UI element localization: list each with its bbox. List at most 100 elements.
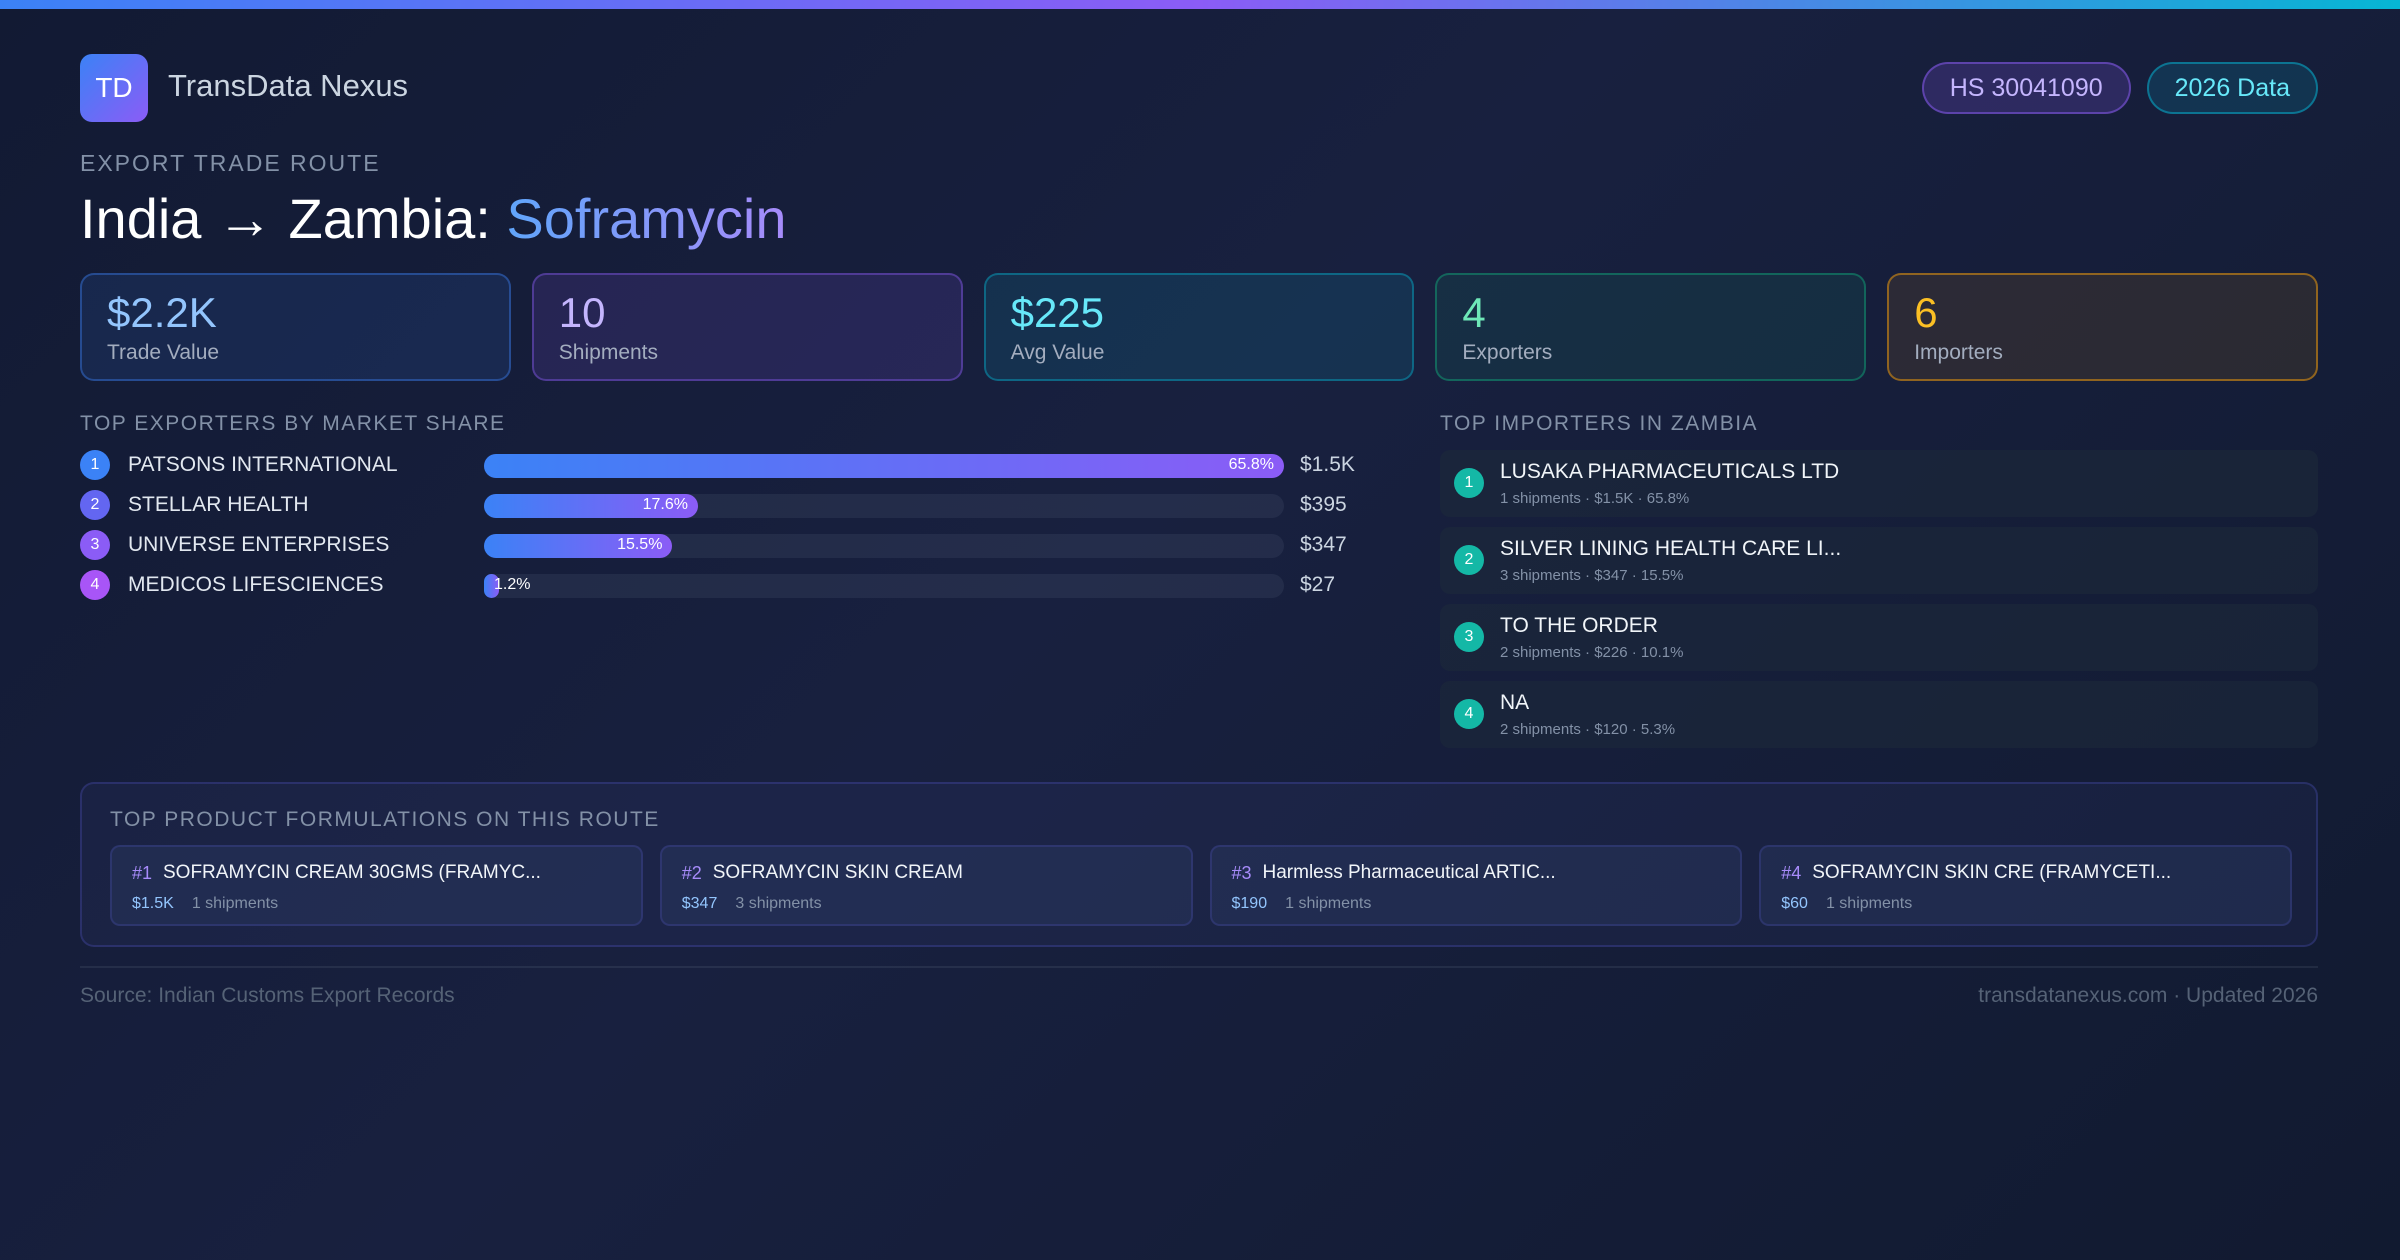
importer-details: 2 shipments · $226 · 10.1% <box>1500 644 1684 661</box>
exporter-row: 2 STELLAR HEALTH 17.6% $395 <box>80 485 1355 525</box>
formulation-shipments: 1 shipments <box>1825 895 1913 912</box>
stat-label: Shipments <box>558 341 659 364</box>
exporter-value: $27 <box>1300 573 1336 596</box>
badge: 2026 Data <box>2146 62 2318 114</box>
exporter-row: 3 UNIVERSE ENTERPRISES 15.5% $347 <box>80 525 1355 565</box>
stat-label: Trade Value <box>107 341 220 364</box>
stat-card: 6 Importers <box>1887 273 2318 381</box>
share-label: 65.8% <box>1228 456 1274 473</box>
badge: HS 30041090 <box>1921 62 2131 114</box>
share-bar <box>484 494 698 518</box>
rank-badge: 4 <box>1454 699 1484 729</box>
share-bar <box>484 574 499 598</box>
importer-name: TO THE ORDER <box>1500 614 1658 637</box>
importer-card: 2 SILVER LINING HEALTH CARE LI... 3 shipme… <box>1440 527 2318 594</box>
importer-details: 3 shipments · $347 · 15.5% <box>1500 567 1684 584</box>
formulation-shipments: 1 shipments <box>191 895 279 912</box>
stat-value: $225 <box>1010 289 1105 336</box>
stat-card: 10 Shipments <box>531 273 963 381</box>
accent-bar <box>0 0 2400 9</box>
rank-badge: 1 <box>1454 468 1484 498</box>
exporter-name: STELLAR HEALTH <box>128 493 309 516</box>
exporter-name: UNIVERSE ENTERPRISES <box>128 533 390 556</box>
formulation-rank: #4 <box>1781 863 1802 883</box>
stat-value: 10 <box>558 289 606 336</box>
share-bar <box>484 454 1284 478</box>
bar-track: 15.5% <box>484 534 1284 558</box>
rank-badge: 4 <box>80 570 110 600</box>
route-title: India → Zambia: Soframycin <box>80 186 787 251</box>
formulation-rank: #1 <box>132 863 153 883</box>
header: TD TransData Nexus HS 30041090 2026 Data <box>80 54 2318 122</box>
stat-value: 6 <box>1914 289 1938 336</box>
rank-badge: 2 <box>1454 545 1484 575</box>
badges: HS 30041090 2026 Data <box>1921 62 2318 114</box>
logo: TD <box>80 54 148 122</box>
formulation-value: $347 <box>681 895 718 912</box>
importer-name: NA <box>1500 691 1530 714</box>
stat-value: $2.2K <box>107 289 217 336</box>
exporter-value: $395 <box>1300 493 1347 516</box>
bar-track: 17.6% <box>484 494 1284 518</box>
exporter-name: MEDICOS LIFESCIENCES <box>128 573 384 596</box>
product: Soframycin <box>506 187 787 250</box>
stat-label: Importers <box>1914 341 2003 364</box>
section-heading: TOP PRODUCT FORMULATIONS ON THIS ROUTE <box>110 808 660 831</box>
stat-card: 4 Exporters <box>1435 273 1867 381</box>
exporter-value: $347 <box>1300 533 1347 556</box>
importer-card: 3 TO THE ORDER 2 shipments · $226 · 10.1% <box>1440 604 2318 671</box>
formulation-card: #4 SOFRAMYCIN SKIN CRE (FRAMYCETI... $60 1 … <box>1759 845 2292 926</box>
rank-badge: 2 <box>80 490 110 520</box>
formulation-name: SOFRAMYCIN CREAM 30GMS (FRAMYC... <box>163 862 541 883</box>
stat-label: Avg Value <box>1010 341 1105 364</box>
eyebrow: EXPORT TRADE ROUTE <box>80 150 381 176</box>
formulation-cards: #1 SOFRAMYCIN CREAM 30GMS (FRAMYC... $1.5K… <box>110 845 2292 926</box>
divider <box>80 966 2318 968</box>
share-bar <box>484 534 673 558</box>
formulation-card: #1 SOFRAMYCIN CREAM 30GMS (FRAMYC... $1.5K… <box>110 845 643 926</box>
stat-card: $2.2K Trade Value <box>80 273 511 381</box>
rank-badge: 3 <box>80 530 110 560</box>
formulation-card: #3 Harmless Pharmaceutical ARTIC... $190 1 … <box>1209 845 1743 926</box>
exporter-name: PATSONS INTERNATIONAL <box>128 453 398 476</box>
rank-badge: 3 <box>1454 622 1484 652</box>
formulation-name: SOFRAMYCIN SKIN CREAM <box>712 862 963 883</box>
formulation-card: #2 SOFRAMYCIN SKIN CREAM $347 3 shipments <box>659 845 1193 926</box>
rank-badge: 1 <box>80 450 110 480</box>
footer-site: transdatanexus.com · Updated 2026 <box>1978 984 2318 1007</box>
formulations: TOP PRODUCT FORMULATIONS ON THIS ROUTE #… <box>80 782 2318 947</box>
formulation-rank: #2 <box>681 863 702 883</box>
stat-card: $225 Avg Value <box>983 273 1415 381</box>
formulation-shipments: 1 shipments <box>1285 895 1372 912</box>
exporter-row: 1 PATSONS INTERNATIONAL 65.8% $1.5K <box>80 445 1355 485</box>
share-label: 15.5% <box>617 536 663 553</box>
importer-card: 1 LUSAKA PHARMACEUTICALS LTD 1 shipments ·… <box>1440 450 2318 517</box>
bar-track: 65.8% <box>484 454 1284 478</box>
formulation-shipments: 3 shipments <box>735 895 822 912</box>
formulation-name: Harmless Pharmaceutical ARTIC... <box>1262 862 1556 883</box>
stats: $2.2K Trade Value 10 Shipments $225 Avg Value… <box>80 273 2318 381</box>
formulation-value: $60 <box>1781 895 1808 912</box>
formulation-name: SOFRAMYCIN SKIN CRE (FRAMYCETI... <box>1812 862 2172 883</box>
route: India → Zambia: <box>80 187 507 250</box>
importer-name: SILVER LINING HEALTH CARE LI... <box>1500 537 1842 560</box>
importer-details: 2 shipments · $120 · 5.3% <box>1500 721 1676 738</box>
section-heading: TOP IMPORTERS IN ZAMBIA <box>1440 412 1759 435</box>
stat-value: 4 <box>1462 289 1486 336</box>
formulation-rank: #3 <box>1231 863 1252 883</box>
importer-name: LUSAKA PHARMACEUTICALS LTD <box>1500 460 1840 483</box>
importer-card: 4 NA 2 shipments · $120 · 5.3% <box>1440 681 2318 748</box>
share-label: 1.2% <box>494 576 531 593</box>
formulation-value: $1.5K <box>132 895 174 912</box>
exporter-row: 4 MEDICOS LIFESCIENCES 1.2% $27 <box>80 565 1355 605</box>
importer-details: 1 shipments · $1.5K · 65.8% <box>1500 490 1690 507</box>
brand: TransData Nexus <box>168 68 409 103</box>
formulation-value: $190 <box>1231 895 1268 912</box>
section-heading: TOP EXPORTERS BY MARKET SHARE <box>80 412 506 435</box>
bar-track: 1.2% <box>484 574 1284 598</box>
exporter-value: $1.5K <box>1300 453 1355 476</box>
stat-label: Exporters <box>1462 341 1553 364</box>
footer-source: Source: Indian Customs Export Records <box>80 984 455 1007</box>
